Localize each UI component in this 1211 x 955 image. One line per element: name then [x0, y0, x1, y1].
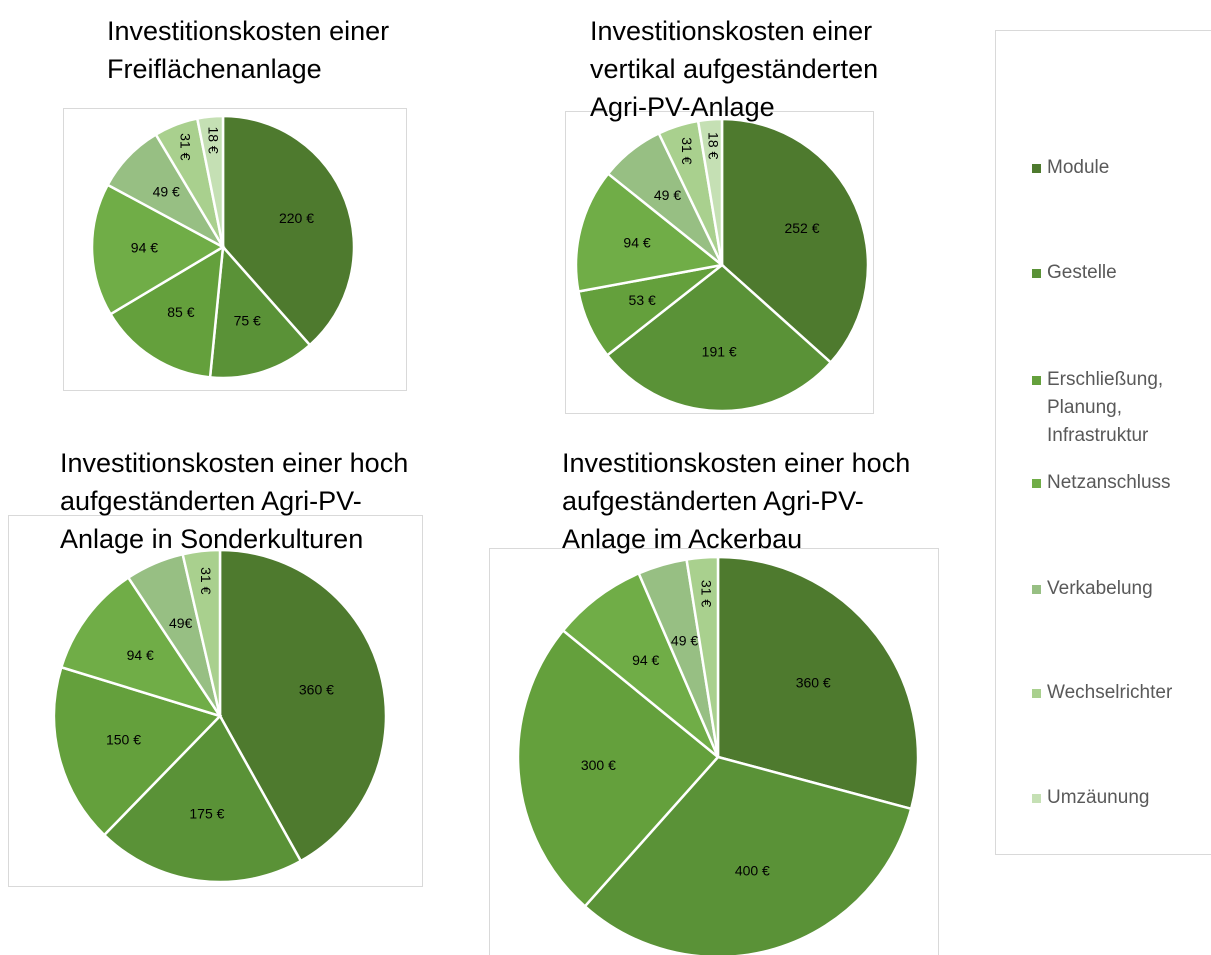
data-label: 300 €	[581, 757, 616, 773]
chart-title: Anlage im Ackerbau	[562, 524, 802, 554]
chart-title: aufgeständerten Agri-PV-	[60, 486, 362, 516]
data-label: 94 €	[131, 239, 158, 255]
pie-slice	[221, 114, 356, 347]
pie-slice	[108, 244, 225, 379]
legend-swatch	[1032, 794, 1041, 803]
pie-slice	[574, 171, 725, 293]
data-label: 220 €	[279, 210, 314, 226]
data-label: 18 €	[206, 126, 222, 153]
chart-title: Investitionskosten einer	[590, 16, 872, 46]
data-label: 150 €	[106, 731, 141, 747]
legend-swatch	[1032, 164, 1041, 173]
pie-slice	[59, 575, 223, 719]
legend-label: Erschließung, Planung, Infrastruktur	[1047, 369, 1164, 446]
data-label: 400 €	[735, 863, 770, 879]
chart-title: Investitionskosten einer hoch	[60, 448, 408, 478]
chart-title: Anlage in Sonderkulturen	[60, 524, 363, 554]
data-label: 31 €	[198, 567, 214, 594]
legend-label: Gestelle	[1047, 262, 1117, 283]
data-label: 360 €	[299, 682, 334, 698]
data-label: 94 €	[127, 647, 154, 663]
chart-title: Investitionskosten einer hoch	[562, 448, 910, 478]
data-label: 18 €	[705, 132, 721, 159]
pie-slice	[696, 117, 724, 266]
legend-swatch	[1032, 376, 1041, 385]
data-label: 94 €	[623, 234, 650, 250]
legend-label: Verkabelung	[1047, 578, 1153, 599]
data-label: 31 €	[178, 133, 194, 160]
data-label: 360 €	[796, 675, 831, 691]
legend-label: Module	[1047, 157, 1110, 178]
pie-slice	[583, 755, 913, 955]
pie-slice	[52, 665, 223, 837]
legend-box	[995, 30, 1211, 855]
data-label: 49€	[169, 615, 193, 631]
pie-slice	[90, 183, 226, 316]
data-label: 49 €	[654, 187, 681, 203]
pie-slice	[102, 713, 303, 884]
pie-slice	[720, 117, 870, 365]
pie-slice	[195, 114, 225, 248]
data-label: 252 €	[784, 220, 819, 236]
pie-slice	[208, 244, 312, 380]
pie-slice	[605, 263, 833, 413]
legend-swatch	[1032, 269, 1041, 278]
pie-slice	[716, 555, 920, 811]
pie-slice	[181, 548, 222, 717]
legend-swatch	[1032, 479, 1041, 488]
pie-slice	[561, 571, 720, 758]
data-label: 49 €	[153, 183, 180, 199]
legend-swatch	[1032, 689, 1041, 698]
data-label: 191 €	[702, 343, 737, 359]
data-label: 31 €	[698, 580, 714, 607]
pie-slice	[685, 555, 720, 758]
data-label: 53 €	[629, 292, 656, 308]
legend-label: Netzanschluss	[1047, 472, 1171, 493]
data-label: 75 €	[234, 312, 261, 328]
chart-title: Investitionskosten einer	[107, 16, 389, 46]
chart-title: vertikal aufgeständerten	[590, 54, 878, 84]
pie-slice	[218, 548, 388, 863]
data-label: 85 €	[167, 304, 194, 320]
data-label: 94 €	[632, 652, 659, 668]
data-label: 31 €	[679, 137, 695, 164]
data-label: 175 €	[189, 805, 224, 821]
legend-label: Umzäunung	[1047, 787, 1150, 808]
data-label: 49 €	[671, 632, 698, 648]
legend-swatch	[1032, 585, 1041, 594]
chart-title: Freiflächenanlage	[107, 54, 322, 84]
chart-title: aufgeständerten Agri-PV-	[562, 486, 864, 516]
chart-title: Agri-PV-Anlage	[590, 92, 775, 122]
pie-slice	[516, 628, 720, 909]
legend-label: Wechselrichter	[1047, 682, 1173, 703]
